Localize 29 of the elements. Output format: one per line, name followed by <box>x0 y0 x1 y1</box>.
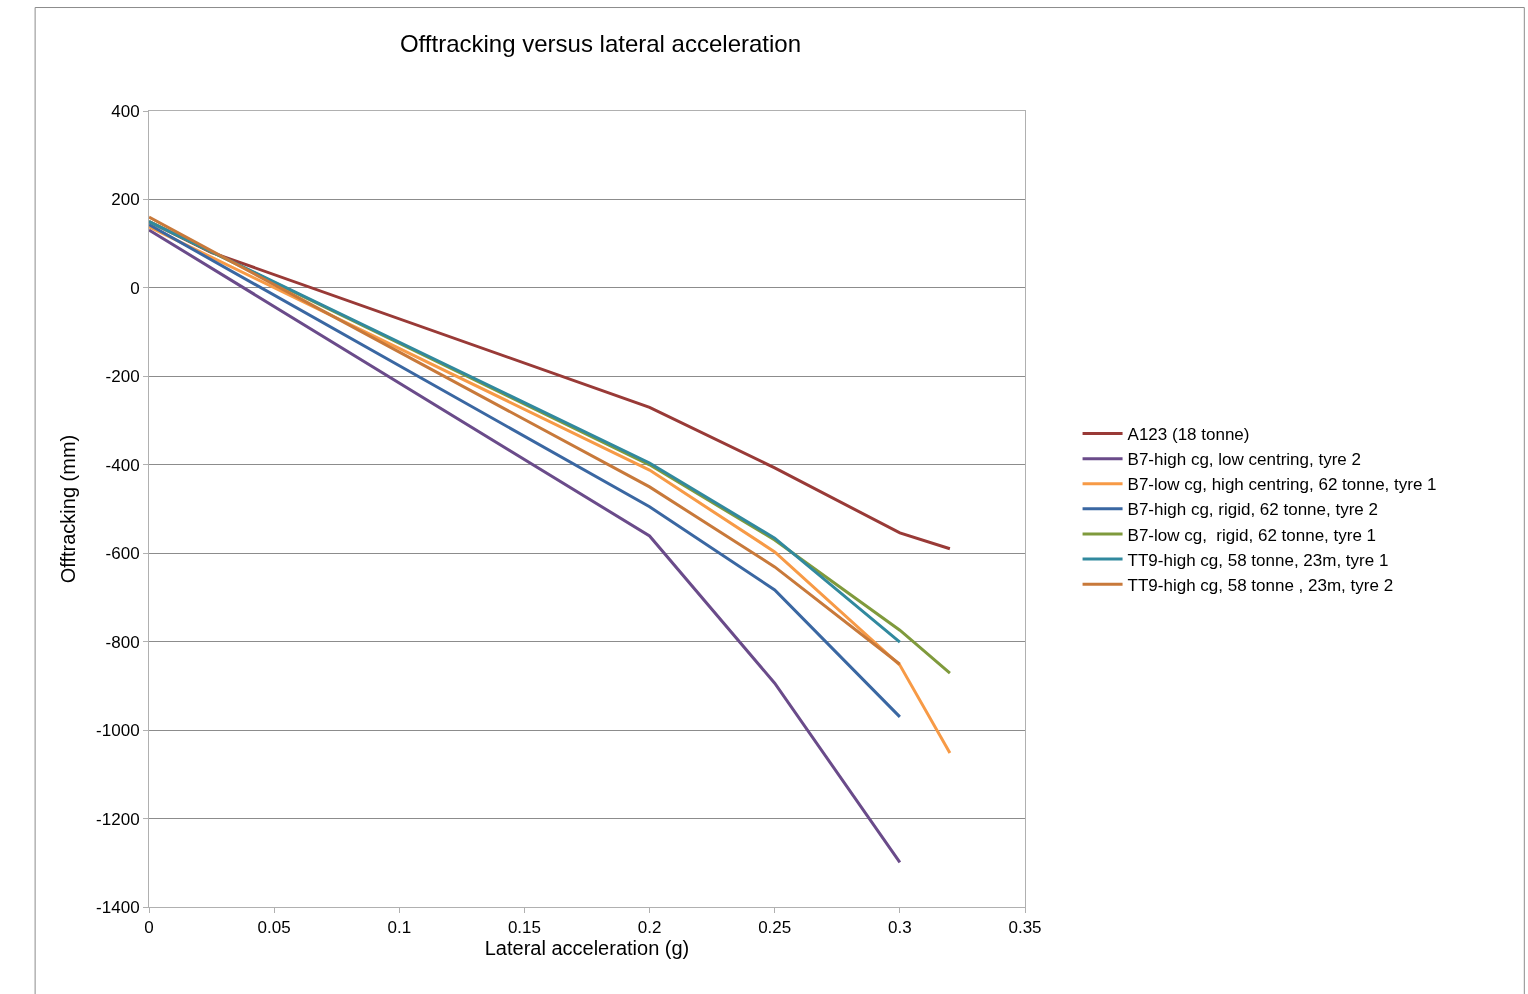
legend-label: TT9-high cg, 58 tonne, 23m, tyre 1 <box>1127 550 1389 570</box>
x-tick-label: 0 <box>144 918 154 938</box>
legend-label: B7-low cg, high centring, 62 tonne, tyre 1 <box>1127 475 1437 495</box>
x-tick-label: 0.15 <box>507 918 541 938</box>
x-tick-label: 0.35 <box>1008 918 1042 938</box>
x-tick-label: 0.3 <box>888 918 912 938</box>
legend-label: A123 (18 tonne) <box>1127 425 1250 445</box>
legend-label: B7-high cg, low centring, tyre 2 <box>1127 450 1361 470</box>
chart-title: Offtracking versus lateral acceleration <box>399 29 802 57</box>
y-tick-label: -1400 <box>96 897 140 917</box>
y-tick-label: -800 <box>105 632 140 652</box>
y-tick-label: -200 <box>105 367 140 387</box>
x-tick-label: 0.25 <box>758 918 792 938</box>
y-tick-label: 400 <box>111 101 140 121</box>
y-tick-label: 0 <box>130 278 140 298</box>
legend-label: TT9-high cg, 58 tonne , 23m, tyre 2 <box>1127 575 1394 595</box>
y-axis-title: Offtracking (mm) <box>56 434 79 584</box>
legend-label: B7-high cg, rigid, 62 tonne, tyre 2 <box>1127 500 1378 520</box>
line-series <box>149 228 902 864</box>
y-tick-label: -600 <box>105 544 140 564</box>
x-axis-title: Lateral acceleration (g) <box>484 937 690 960</box>
y-tick-label: 200 <box>111 190 140 210</box>
y-tick-label: -1000 <box>96 721 140 741</box>
x-tick-label: 0.1 <box>387 918 412 938</box>
y-tick-label: -1200 <box>96 809 140 829</box>
x-tick-label: 0.05 <box>257 918 291 938</box>
y-tick-label: -400 <box>105 455 140 475</box>
x-tick-label: 0.2 <box>637 918 662 938</box>
legend-label: B7-low cg, rigid, 62 tonne, tyre 1 <box>1127 525 1377 545</box>
